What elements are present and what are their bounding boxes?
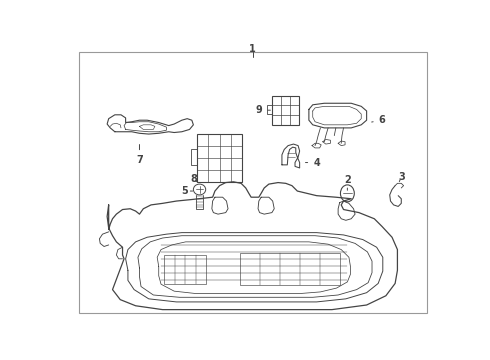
Text: 1: 1 xyxy=(249,44,256,54)
Text: 3: 3 xyxy=(398,172,405,182)
Text: 8: 8 xyxy=(190,175,197,184)
Bar xyxy=(272,95,299,125)
Text: 5: 5 xyxy=(181,186,193,196)
Ellipse shape xyxy=(194,184,206,195)
Text: 6: 6 xyxy=(372,115,386,125)
Text: 2: 2 xyxy=(344,175,351,190)
Text: 9: 9 xyxy=(255,105,270,115)
Bar xyxy=(191,149,197,165)
Bar xyxy=(240,253,340,285)
Text: 7: 7 xyxy=(136,144,143,165)
Bar xyxy=(268,105,272,114)
Bar xyxy=(197,134,242,182)
Bar xyxy=(164,255,206,284)
Text: 4: 4 xyxy=(305,158,320,167)
